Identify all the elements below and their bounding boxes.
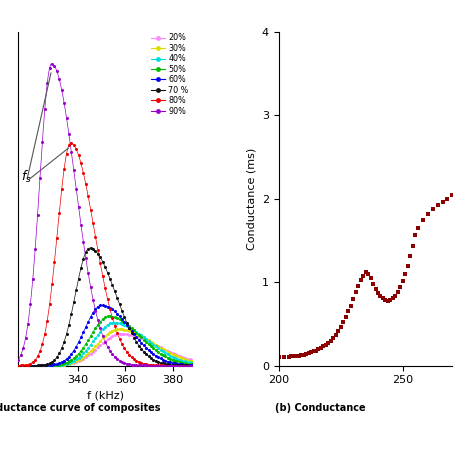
Text: $f_s$: $f_s$ [21,170,32,186]
Y-axis label: Conductance (ms): Conductance (ms) [246,148,256,250]
X-axis label: f (kHz): f (kHz) [87,391,123,401]
Text: (a) conductance curve of composites: (a) conductance curve of composites [0,403,161,413]
Text: (b) Conductance: (b) Conductance [275,403,365,413]
Legend: 20%, 30%, 40%, 50%, 60%, 70 %, 80%, 90%: 20%, 30%, 40%, 50%, 60%, 70 %, 80%, 90% [150,33,190,117]
